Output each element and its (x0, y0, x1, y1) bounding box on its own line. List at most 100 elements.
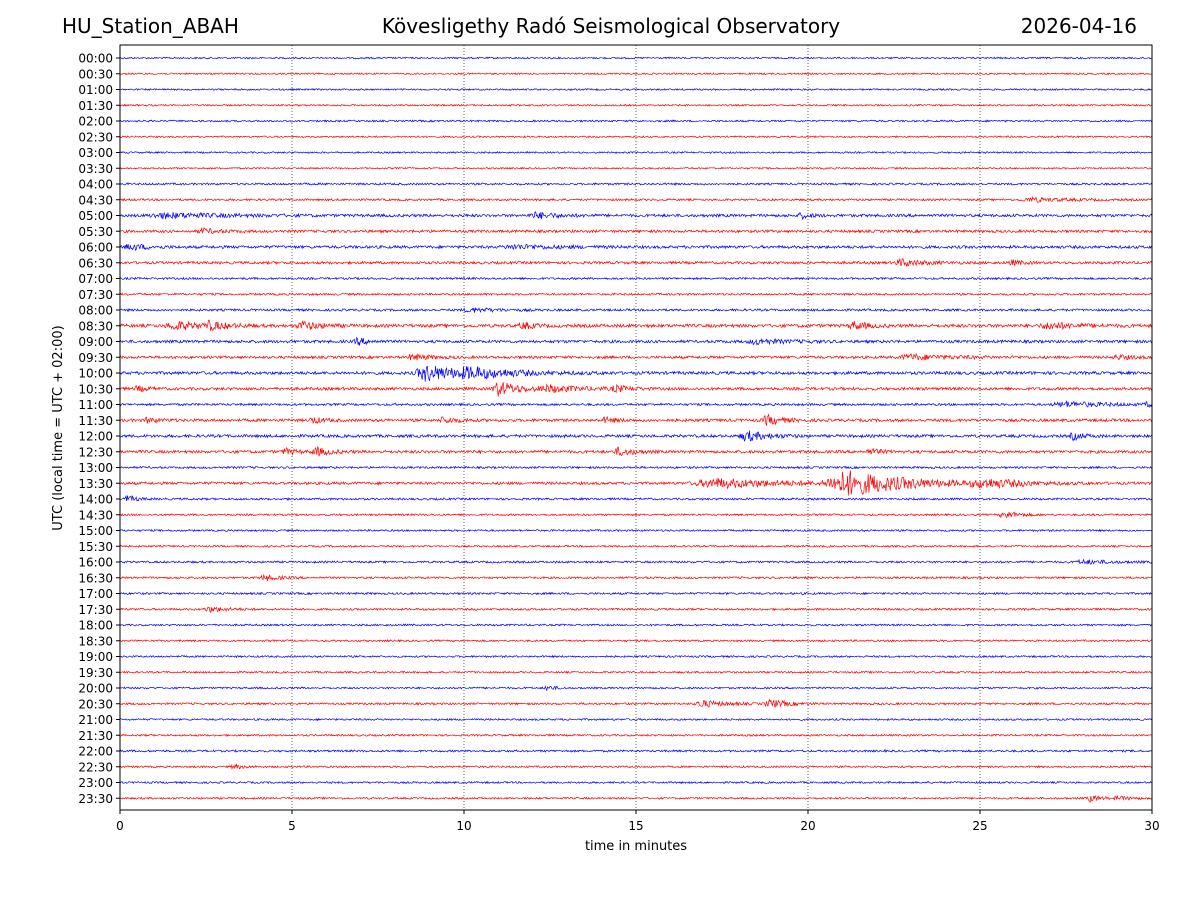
trace-1500 (119, 528, 1153, 533)
trace-0600 (119, 243, 1153, 252)
y-tick-label: 13:30 (78, 477, 113, 491)
y-tick-label: 16:00 (78, 556, 113, 570)
trace-1730 (119, 606, 1153, 614)
y-tick-label: 04:00 (78, 178, 113, 192)
y-tick-label: 15:00 (78, 524, 113, 538)
y-tick-label: 00:00 (78, 52, 113, 66)
trace-0430 (119, 195, 1153, 203)
x-tick-label: 20 (800, 819, 815, 833)
x-tick-label: 30 (1144, 819, 1159, 833)
x-axis-label: time in minutes (585, 839, 687, 854)
y-tick-label: 17:30 (78, 603, 113, 617)
trace-0530 (119, 227, 1153, 235)
traces (119, 56, 1153, 803)
trace-0300 (119, 150, 1153, 155)
trace-1630 (120, 573, 1153, 582)
trace-0230 (119, 135, 1153, 139)
trace-1230 (119, 446, 1153, 457)
y-tick-label: 21:00 (78, 713, 113, 727)
trace-2130 (119, 733, 1153, 737)
chart-date: 2026-04-16 (1020, 14, 1137, 38)
y-tick-label: 03:00 (78, 146, 113, 160)
y-tick-label: 12:00 (78, 430, 113, 444)
trace-2230 (119, 763, 1152, 771)
trace-0330 (119, 166, 1153, 170)
y-axis-label: UTC (local time = UTC + 02:00) (51, 325, 66, 530)
y-tick-label: 07:30 (78, 288, 113, 302)
trace-0730 (119, 292, 1153, 297)
y-tick-label: 06:00 (78, 241, 113, 255)
trace-1830 (119, 639, 1153, 643)
trace-1000 (119, 365, 1153, 382)
y-tick-label: 00:30 (78, 67, 113, 81)
trace-1300 (120, 465, 1153, 470)
y-tick-label: 01:30 (78, 99, 113, 113)
y-tick-label: 18:30 (78, 634, 113, 648)
y-tick-label: 13:00 (78, 461, 113, 475)
trace-1030 (119, 382, 1153, 397)
y-tick-label: 22:00 (78, 745, 113, 759)
trace-1430 (119, 511, 1153, 519)
y-tick-label: 10:00 (78, 367, 113, 381)
x-tick-label: 15 (628, 819, 643, 833)
y-tick-label: 11:00 (78, 398, 113, 412)
y-tick-label: 05:30 (78, 225, 113, 239)
x-tick-label: 0 (116, 819, 124, 833)
y-tick-label: 15:30 (78, 540, 113, 554)
trace-0200 (119, 119, 1153, 123)
y-tick-label: 09:30 (78, 351, 113, 365)
y-tick-label: 05:00 (78, 209, 113, 223)
x-tick-label: 25 (972, 819, 987, 833)
trace-1100 (119, 399, 1153, 408)
trace-1700 (119, 591, 1153, 596)
trace-0900 (119, 336, 1153, 346)
y-tick-label: 19:30 (78, 666, 113, 680)
trace-0400 (119, 182, 1153, 187)
trace-0500 (119, 211, 1153, 221)
trace-1600 (119, 558, 1153, 565)
trace-0030 (119, 72, 1153, 76)
trace-1930 (119, 670, 1153, 674)
trace-1900 (119, 654, 1153, 659)
y-tick-label: 08:30 (78, 319, 113, 333)
y-tick-label: 20:00 (78, 682, 113, 696)
trace-1800 (119, 623, 1153, 627)
y-tick-label: 03:30 (78, 162, 113, 176)
trace-0700 (119, 276, 1153, 281)
trace-0630 (119, 257, 1153, 267)
x-axis-ticks: 0 5 10 15 20 25 30 (116, 810, 1160, 833)
y-tick-label: 21:30 (78, 729, 113, 743)
trace-1400 (119, 494, 1153, 502)
y-tick-label: 09:00 (78, 335, 113, 349)
trace-2030 (119, 698, 1153, 708)
y-tick-label: 12:30 (78, 445, 113, 459)
y-tick-label: 14:00 (78, 493, 113, 507)
y-tick-label: 22:30 (78, 760, 113, 774)
y-tick-label: 11:30 (78, 414, 113, 428)
y-tick-label: 04:30 (78, 193, 113, 207)
trace-0000 (119, 56, 1152, 60)
trace-0100 (119, 87, 1153, 92)
y-tick-label: 19:00 (78, 650, 113, 664)
station-name: HU_Station_ABAH (62, 14, 239, 38)
plot-background (120, 45, 1152, 810)
trace-2000 (120, 685, 1153, 691)
chart-title: Kövesligethy Radó Seismological Observat… (381, 14, 841, 38)
trace-0830 (119, 319, 1153, 332)
trace-0930 (119, 353, 1153, 361)
y-tick-label: 06:30 (78, 256, 113, 270)
y-tick-label: 20:30 (78, 697, 113, 711)
trace-1130 (119, 413, 1153, 426)
trace-0130 (119, 103, 1153, 107)
trace-1330 (119, 470, 1152, 496)
x-tick-label: 10 (456, 819, 471, 833)
trace-1530 (119, 544, 1153, 549)
y-tick-label: 02:30 (78, 130, 113, 144)
trace-0800 (119, 306, 1152, 314)
y-tick-label: 17:00 (78, 587, 113, 601)
y-tick-label: 23:30 (78, 792, 113, 806)
y-tick-label: 23:00 (78, 776, 113, 790)
trace-2300 (119, 780, 1152, 785)
